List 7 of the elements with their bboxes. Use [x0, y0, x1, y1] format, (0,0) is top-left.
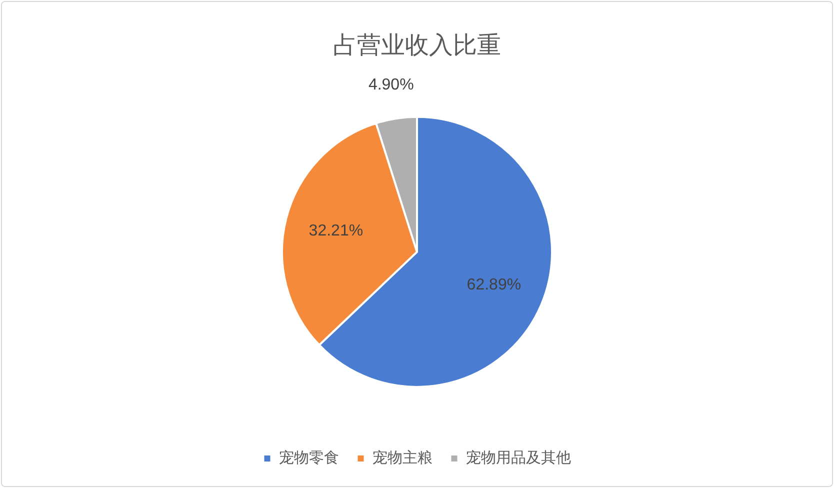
data-label: 32.21%	[308, 222, 364, 240]
legend-label: 宠物主粮	[372, 450, 432, 467]
legend-label: 宠物用品及其他	[466, 450, 571, 467]
data-label: 62.89%	[466, 276, 522, 294]
data-label: 4.90%	[368, 76, 414, 94]
chart-title: 占营业收入比重	[333, 32, 501, 60]
legend-label: 宠物零食	[278, 450, 339, 467]
